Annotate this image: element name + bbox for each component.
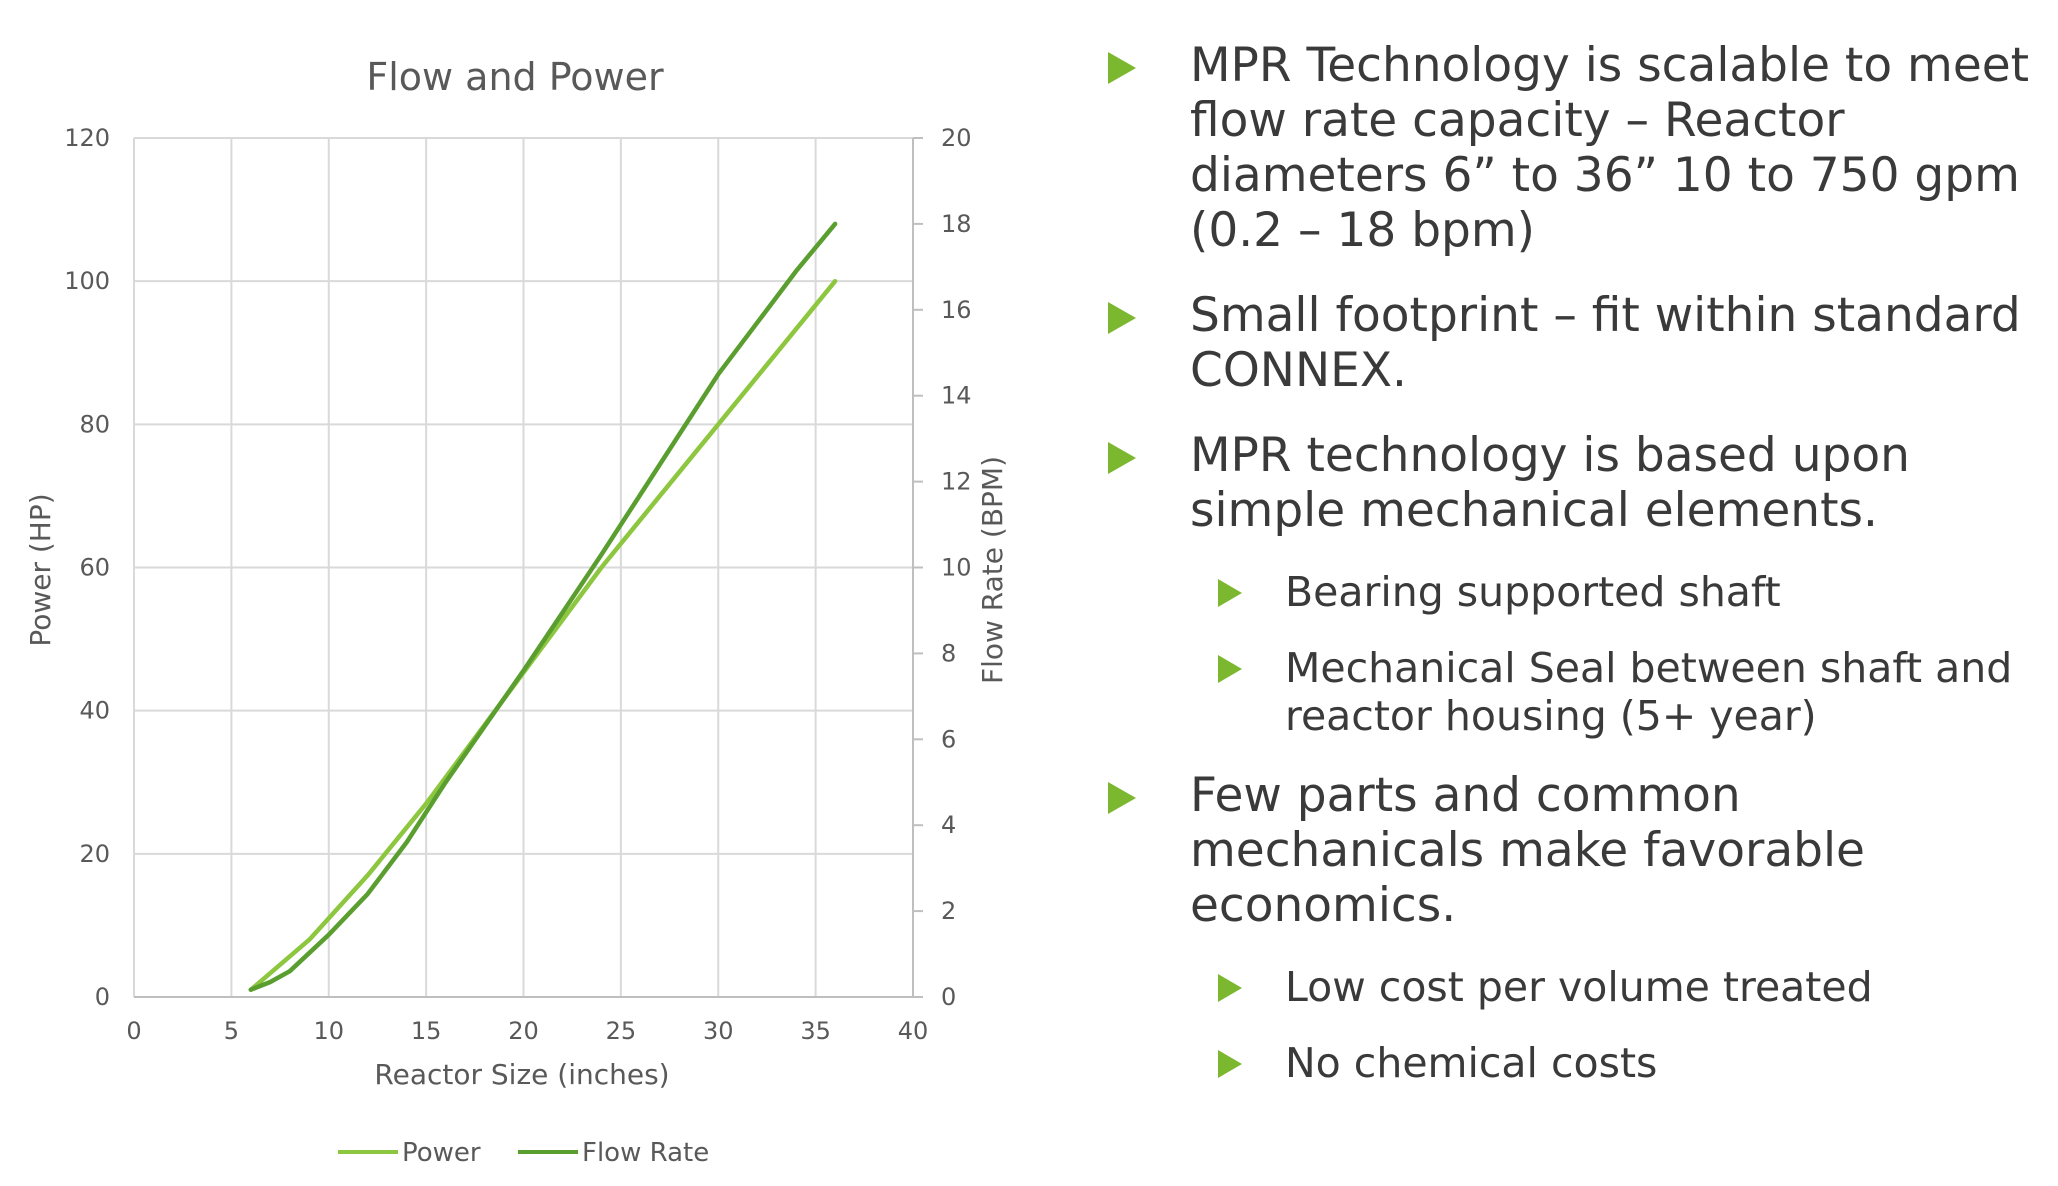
bullet-text: Few parts and common mechanicals make fa… <box>1190 768 1865 933</box>
x-tick-label: 15 <box>411 1017 442 1045</box>
chart-tick-labels: 0 5 10 15 20 25 30 35 40 0 20 40 60 80 100 120 0 2 4 6 8 10 12… <box>64 124 971 1045</box>
bullet-triangle-icon <box>1218 655 1242 683</box>
x-tick-label: 10 <box>313 1017 344 1045</box>
sub-bullet-bearing: Bearing supported shaft <box>1105 568 2045 616</box>
bullet-scalable: MPR Technology is scalable to meet flow … <box>1105 38 2045 258</box>
y2-tick-label: 16 <box>941 296 972 324</box>
bullet-text: MPR Technology is scalable to meet flow … <box>1190 38 2030 258</box>
y-tick-label: 40 <box>79 697 110 725</box>
y-tick-label: 20 <box>79 840 110 868</box>
y2-tick-label: 0 <box>941 983 956 1011</box>
bullet-footprint: Small footprint – fit within standard CO… <box>1105 288 2045 398</box>
x-tick-label: 5 <box>224 1017 239 1045</box>
y-axis-label: Power (HP) <box>24 493 57 646</box>
bullet-text: MPR technology is based upon simple mech… <box>1190 428 1910 538</box>
chart-title: Flow and Power <box>366 55 664 99</box>
x-tick-label: 40 <box>898 1017 929 1045</box>
x-tick-label: 20 <box>508 1017 539 1045</box>
y2-tick-label: 4 <box>941 811 956 839</box>
bullet-triangle-icon <box>1218 974 1242 1002</box>
bullet-triangle-icon <box>1218 1050 1242 1078</box>
y-tick-label: 120 <box>64 124 110 152</box>
sub-bullet-seal: Mechanical Seal between shaft and reacto… <box>1105 644 2045 740</box>
chart-gridlines <box>133 137 914 998</box>
bullet-text: Small footprint – fit within standard CO… <box>1190 288 2021 398</box>
x-tick-label: 0 <box>126 1017 141 1045</box>
y-tick-label: 60 <box>79 554 110 582</box>
y2-tick-label: 14 <box>941 382 972 410</box>
y2-tick-label: 18 <box>941 210 972 238</box>
flow-and-power-chart: 0 5 10 15 20 25 30 35 40 0 20 40 60 80 100 120 0 2 4 6 8 10 12… <box>24 55 1009 1168</box>
bullet-triangle-icon <box>1108 302 1136 334</box>
y2-tick-label: 6 <box>941 725 956 753</box>
y2-tick-label: 20 <box>941 124 972 152</box>
legend-label-flow-rate: Flow Rate <box>582 1138 709 1168</box>
bullet-triangle-icon <box>1108 782 1136 814</box>
y2-tick-label: 8 <box>941 639 956 667</box>
series-line-power <box>248 278 838 993</box>
x-tick-label: 30 <box>703 1017 734 1045</box>
y2-tick-label: 2 <box>941 897 956 925</box>
y2-axis-label: Flow Rate (BPM) <box>976 456 1009 684</box>
x-tick-label: 35 <box>800 1017 831 1045</box>
y-tick-label: 80 <box>79 410 110 438</box>
bullet-text: Mechanical Seal between shaft and reacto… <box>1285 644 2013 740</box>
y2-tick-label: 10 <box>941 554 972 582</box>
chart-axes <box>134 137 923 998</box>
legend-label-power: Power <box>402 1138 481 1168</box>
bullet-triangle-icon <box>1108 442 1136 474</box>
x-axis-label: Reactor Size (inches) <box>374 1058 669 1091</box>
x-tick-label: 25 <box>606 1017 637 1045</box>
bullet-mechanical-elements: MPR technology is based upon simple mech… <box>1105 428 2045 538</box>
chart-legend: Power Flow Rate <box>338 1138 709 1168</box>
bullet-text: Bearing supported shaft <box>1285 568 1781 616</box>
bullet-triangle-icon <box>1108 52 1136 84</box>
y-tick-label: 0 <box>95 983 110 1011</box>
bullet-list: MPR Technology is scalable to meet flow … <box>1105 38 2045 1115</box>
bullet-triangle-icon <box>1218 579 1242 607</box>
series-line-flow-rate <box>248 221 838 992</box>
y2-tick-label: 12 <box>941 468 972 496</box>
bullet-economics: Few parts and common mechanicals make fa… <box>1105 768 2045 933</box>
bullet-text: No chemical costs <box>1285 1039 1658 1087</box>
sub-bullet-low-cost: Low cost per volume treated <box>1105 963 2045 1011</box>
chart-series <box>248 221 838 993</box>
y-tick-label: 100 <box>64 267 110 295</box>
bullet-text: Low cost per volume treated <box>1285 963 1873 1011</box>
sub-bullet-no-chemical: No chemical costs <box>1105 1039 2045 1087</box>
